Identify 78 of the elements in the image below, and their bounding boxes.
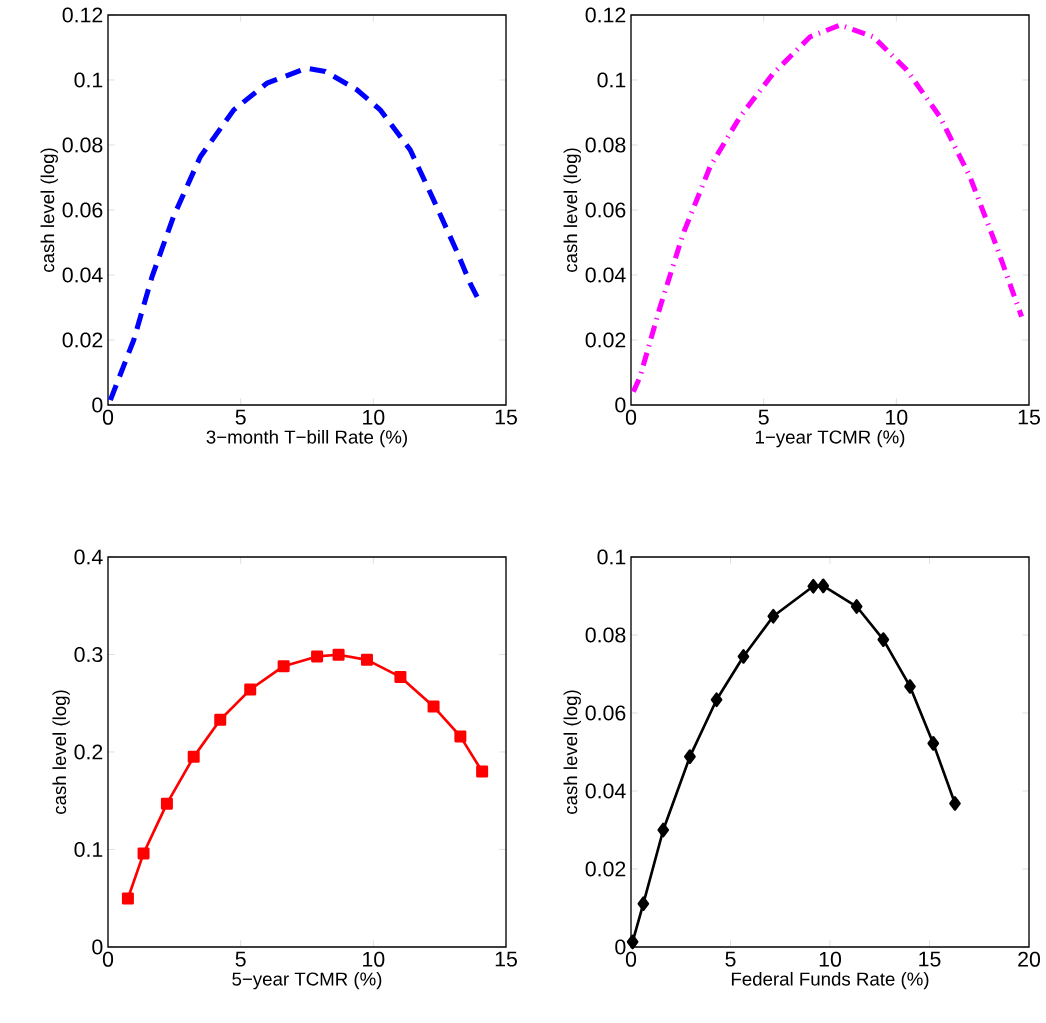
y-tick-label: 0.1 [74,72,103,88]
x-tick-label: 0 [102,951,114,967]
point [454,730,467,743]
y-tick-label: 0.08 [585,627,626,643]
x-tick-label: 10 [363,951,385,967]
point [850,599,863,614]
y-tick-label: 0.04 [585,783,626,799]
y-tick-label: 0.02 [62,332,103,348]
x-tick-label: 5 [758,409,769,425]
y-tick-label: 0.08 [585,137,626,153]
y-tick-label: 0.04 [62,267,103,283]
point [394,670,407,683]
y-tick-label: 0.02 [585,861,626,877]
x-tick-label: 0 [102,409,114,425]
y-tick-label: 0.12 [585,7,626,23]
point [807,578,820,594]
y-tick-label: 0.06 [585,705,626,721]
point [244,683,257,696]
point [877,632,890,648]
point [904,679,916,694]
point [710,692,723,708]
point [187,750,200,763]
y-axis-title: cash level (log) [563,690,581,814]
point [657,822,670,838]
y-tick-label: 0.08 [62,137,103,153]
y-tick-label: 0.4 [74,549,103,565]
point [737,649,750,664]
x-tick-label: 5 [725,951,736,967]
point [684,749,696,764]
x-axis-title: 3−month T−bill Rate (%) [206,429,407,448]
x-tick-label: 15 [495,409,517,425]
point [637,896,650,912]
x-tick-label: 15 [495,951,517,967]
point [214,713,227,726]
x-axis-title: 5−year TCMR (%) [232,971,382,990]
y-tick-label: 0 [92,397,103,413]
point [817,578,830,594]
x-tick-label: 10 [886,409,908,425]
y-tick-label: 0.1 [597,72,626,88]
point [767,608,780,624]
point [927,736,940,751]
y-axis-title: cash level (log) [563,148,581,272]
y-tick-label: 0.1 [597,549,626,565]
x-tick-label: 5 [235,409,246,425]
point [311,650,324,663]
point [277,660,290,673]
y-tick-label: 0.06 [62,202,103,218]
x-axis-title: Federal Funds Rate (%) [731,971,929,990]
point [160,797,173,810]
point [949,796,961,811]
point [427,700,440,713]
y-axis-title: cash level (log) [52,690,70,814]
y-tick-label: 0.04 [585,267,626,283]
y-tick-label: 0 [92,939,103,955]
x-tick-label: 0 [625,951,637,967]
point [360,653,373,666]
x-tick-label: 15 [919,951,941,967]
x-axis-title: 1−year TCMR (%) [755,429,905,448]
y-tick-label: 0.3 [74,646,103,663]
y-tick-label: 0.12 [62,7,103,23]
point [137,847,150,860]
x-tick-label: 15 [1018,409,1040,425]
y-tick-label: 0.02 [585,332,626,348]
x-tick-label: 5 [235,951,246,967]
y-tick-label: 0 [615,939,626,955]
y-tick-label: 0.06 [585,202,626,218]
x-tick-label: 10 [819,951,842,967]
x-tick-label: 0 [625,409,637,425]
x-tick-label: 20 [1018,951,1041,967]
point [626,934,639,950]
y-tick-label: 0.2 [74,744,103,760]
point [476,765,489,778]
x-tick-label: 10 [363,409,385,425]
y-tick-label: 0.1 [74,841,103,858]
point [332,648,345,661]
y-axis-title: cash level (log) [40,148,58,272]
y-tick-label: 0 [615,397,626,413]
point [121,892,134,905]
